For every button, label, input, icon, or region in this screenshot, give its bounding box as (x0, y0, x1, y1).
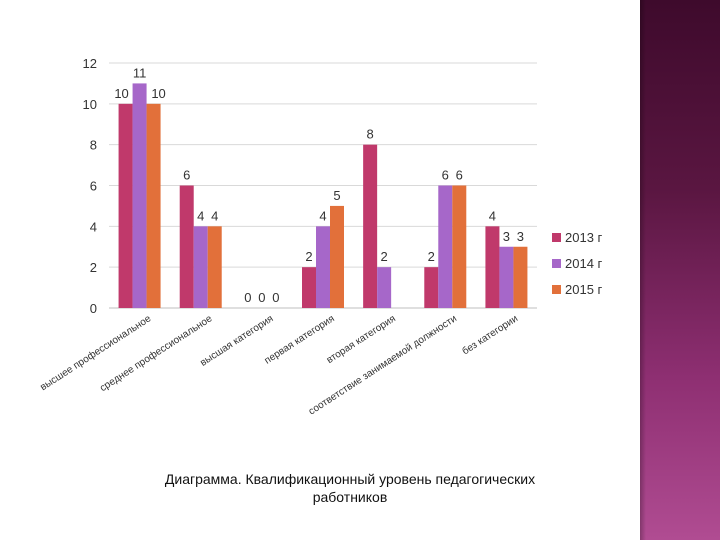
data-label: 2 (428, 249, 435, 264)
data-label: 4 (319, 208, 326, 223)
y-tick-label: 12 (83, 56, 97, 71)
data-label: 3 (503, 229, 510, 244)
bar (302, 267, 316, 308)
bar (146, 103, 161, 308)
bar (438, 185, 453, 308)
bar (499, 246, 514, 308)
bar (485, 226, 500, 308)
bar (424, 267, 439, 308)
data-label: 4 (211, 208, 218, 223)
data-label: 4 (489, 208, 496, 223)
bar (316, 226, 330, 308)
data-label: 3 (517, 229, 524, 244)
caption-line-1: Диаграмма. Квалификационный уровень педа… (164, 471, 536, 487)
y-tick-label: 6 (90, 179, 97, 194)
bar (330, 205, 344, 308)
data-label: 0 (244, 290, 251, 305)
bar (207, 226, 222, 308)
bar (363, 144, 378, 308)
data-label: 11 (133, 65, 147, 80)
y-tick-label: 10 (83, 97, 97, 112)
slide-side-bar (640, 0, 720, 540)
y-tick-label: 4 (90, 219, 97, 234)
legend-swatch (552, 285, 561, 294)
data-label: 10 (151, 86, 165, 101)
bar (513, 246, 528, 308)
x-category-label: без категории (460, 312, 520, 357)
caption-line-2: работников (312, 489, 388, 505)
data-label: 6 (183, 168, 190, 183)
legend-label: 2013 г (565, 230, 603, 245)
data-label: 2 (305, 249, 312, 264)
data-label: 2 (381, 249, 388, 264)
data-label: 6 (456, 168, 463, 183)
legend-label: 2014 г (565, 256, 603, 271)
data-label: 5 (333, 188, 340, 203)
bar (118, 103, 133, 308)
data-label: 0 (258, 290, 265, 305)
legend-swatch (552, 233, 561, 242)
x-category-label: среднее профессиональное (98, 312, 215, 394)
legend-swatch (552, 259, 561, 268)
chart-caption: Диаграмма. Квалификационный уровень педа… (60, 470, 640, 506)
y-tick-label: 0 (90, 301, 97, 316)
bar (193, 226, 208, 308)
data-label: 0 (272, 290, 279, 305)
data-label: 8 (367, 127, 374, 142)
data-label: 6 (442, 168, 449, 183)
x-category-label: высшее профессиональное (38, 312, 154, 393)
y-tick-label: 2 (90, 260, 97, 275)
bar (452, 185, 467, 308)
y-tick-label: 8 (90, 138, 97, 153)
bar (132, 83, 147, 309)
chart: 0 2 4 6 8 10 12 10 11 10 высшее профессиональное 6 4… (38, 56, 603, 417)
bar (179, 185, 194, 308)
bar (377, 267, 392, 308)
data-label: 10 (114, 86, 128, 101)
legend-label: 2015 г (565, 282, 603, 297)
data-label: 4 (197, 208, 204, 223)
